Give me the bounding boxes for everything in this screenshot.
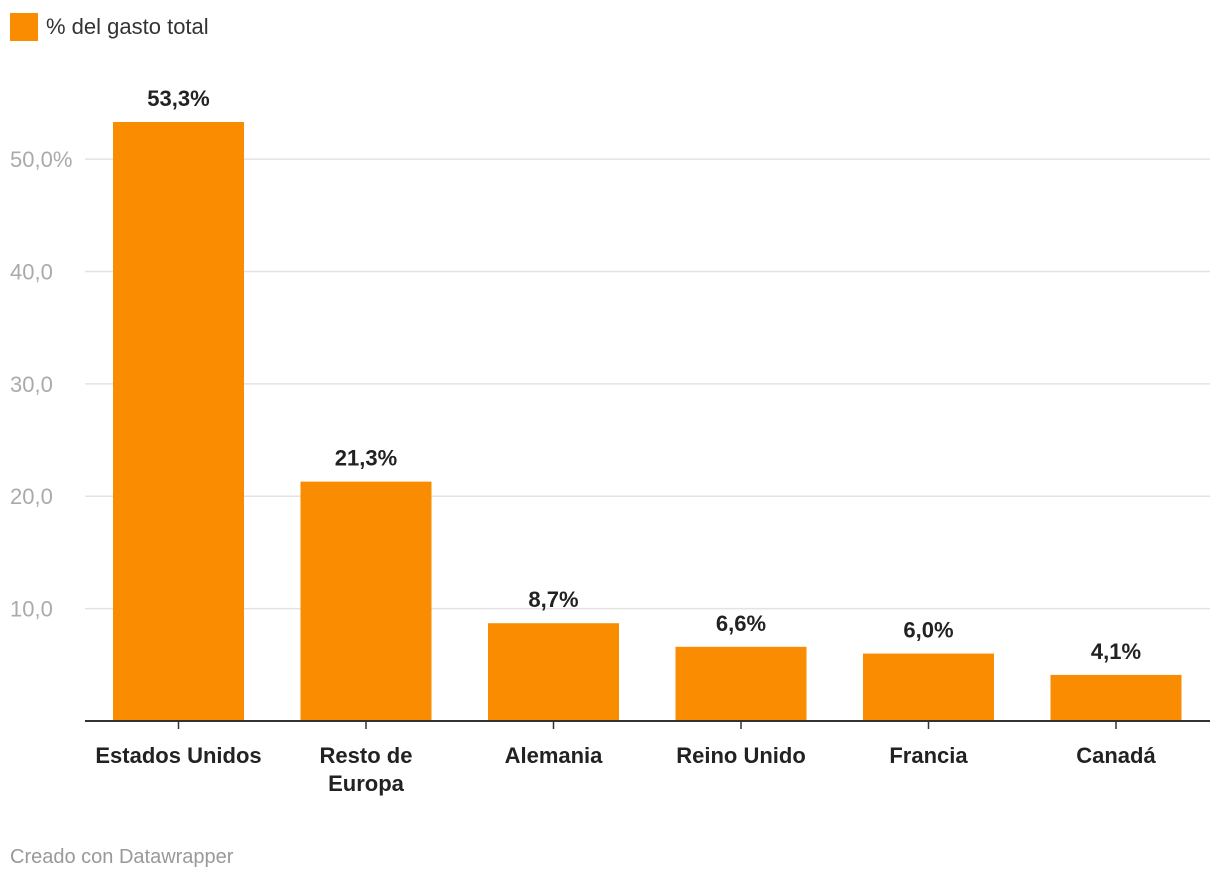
category-label-line: Francia xyxy=(889,743,968,768)
category-label-line: Reino Unido xyxy=(676,743,806,768)
category-label-line: Estados Unidos xyxy=(95,743,261,768)
category-label: Resto de Europa xyxy=(320,743,413,796)
value-label: 21,3% xyxy=(335,446,397,471)
y-tick-label: 40,0 xyxy=(10,259,53,284)
bar xyxy=(1050,674,1182,721)
bar xyxy=(300,481,432,721)
category-label-line: Alemania xyxy=(505,743,604,768)
y-tick-label: 10,0 xyxy=(10,597,53,622)
bar xyxy=(113,122,244,721)
bars xyxy=(113,122,1182,721)
category-labels: Estados Unidos Resto de Europa Alemania Rein… xyxy=(95,743,1156,796)
legend-swatch xyxy=(10,13,38,41)
category-label: Alemania xyxy=(505,743,604,768)
y-axis-ticks: 10,0 20,0 30,0 40,0 50,0% xyxy=(10,147,72,622)
category-label-line: Canadá xyxy=(1076,743,1156,768)
y-tick-label: 30,0 xyxy=(10,372,53,397)
value-label: 8,7% xyxy=(528,587,578,612)
gridlines xyxy=(85,158,1210,610)
legend: % del gasto total xyxy=(10,13,209,41)
value-label: 53,3% xyxy=(147,86,209,111)
footer-credit: Creado con Datawrapper xyxy=(10,846,234,868)
value-labels: 53,3% 21,3% 8,7% 6,6% 6,0% 4,1% xyxy=(147,86,1141,664)
category-label: Francia xyxy=(889,743,968,768)
category-label: Estados Unidos xyxy=(95,743,261,768)
category-label: Canadá xyxy=(1076,743,1156,768)
category-label: Reino Unido xyxy=(676,743,806,768)
category-label-line: Resto de xyxy=(320,743,413,768)
value-label: 6,6% xyxy=(716,611,766,636)
bar xyxy=(675,646,807,721)
value-label: 6,0% xyxy=(903,618,953,643)
y-tick-label: 20,0 xyxy=(10,484,53,509)
bar xyxy=(488,623,619,721)
bar xyxy=(863,653,994,721)
value-label: 4,1% xyxy=(1091,639,1141,664)
legend-label: % del gasto total xyxy=(46,14,209,39)
y-tick-label: 50,0% xyxy=(10,147,72,172)
x-axis-ticks xyxy=(177,721,1117,729)
category-label-line: Europa xyxy=(328,771,405,796)
